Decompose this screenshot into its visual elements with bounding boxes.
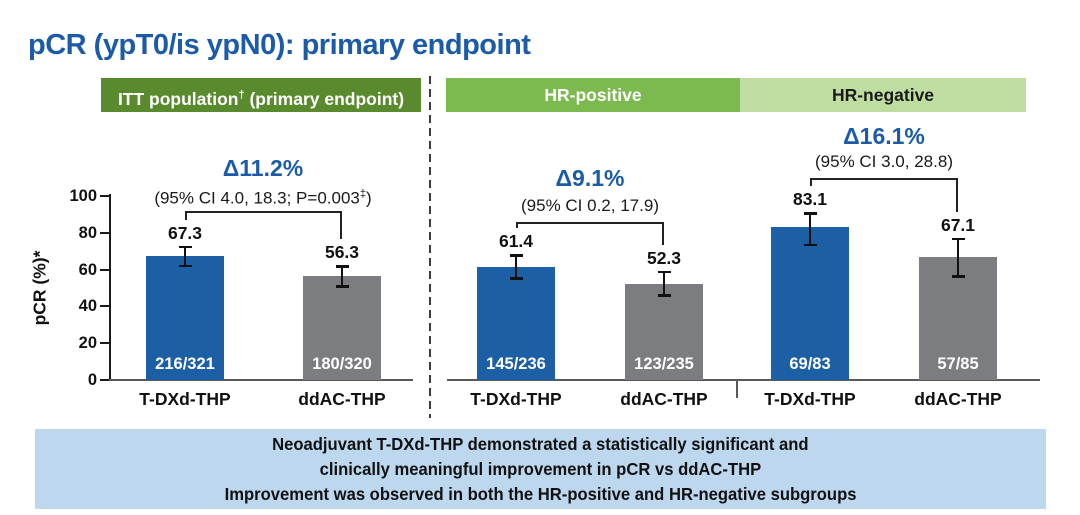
- error-bar: [662, 271, 666, 296]
- comparison-bracket-left: [185, 211, 187, 220]
- bar-itt-tdxd-thp: [146, 256, 224, 380]
- group-divider-tick: [736, 379, 738, 398]
- comparison-bracket-top: [516, 222, 664, 224]
- comparison-bracket-right: [340, 211, 342, 240]
- error-bar: [183, 246, 187, 267]
- error-bar-cap-bottom: [335, 285, 349, 288]
- y-tick-mark: [100, 268, 109, 271]
- error-bar: [340, 266, 344, 287]
- group-label: ddAC-THP: [298, 389, 386, 409]
- error-bar-cap-bottom: [509, 277, 523, 280]
- y-tick-mark: [100, 342, 109, 345]
- bar-value-label: 67.1: [940, 214, 976, 235]
- y-tick-label: 60: [78, 260, 97, 279]
- error-bar-cap-bottom: [951, 275, 965, 278]
- bar-itt-ddac-thp: [303, 276, 381, 380]
- x-baseline-subgroups: [447, 379, 1040, 381]
- error-bar-cap-bottom: [657, 294, 671, 297]
- error-bar-cap-top: [951, 237, 965, 240]
- comparison-bracket-right: [956, 178, 958, 212]
- panel-header-itt-post: (primary endpoint): [244, 88, 405, 109]
- delta-label: Δ11.2%: [222, 155, 304, 181]
- panel-header-hr-positive: HR-positive: [446, 78, 740, 112]
- bar-value-label: 61.4: [498, 231, 534, 252]
- bar-n-label: 180/320: [312, 355, 372, 373]
- banner-line-2: clinically meaningful improvement in pCR…: [319, 458, 762, 479]
- error-bar: [514, 255, 518, 279]
- group-label: T-DXd-THP: [470, 389, 562, 409]
- y-tick-label: 20: [78, 334, 97, 353]
- y-tick-label: 80: [78, 223, 97, 242]
- panel-divider-dashed: [429, 76, 431, 418]
- banner-line-3: Improvement was observed in both the HR-…: [224, 483, 857, 504]
- y-tick-label: 100: [69, 187, 97, 205]
- bar-value-label: 52.3: [646, 247, 682, 268]
- error-bar: [808, 213, 812, 246]
- bar-n-label: 57/85: [937, 355, 979, 373]
- dagger-superscript: †: [238, 89, 245, 101]
- ci-label: (95% CI 0.2, 17.9): [521, 196, 659, 215]
- error-bar-cap-bottom: [178, 264, 192, 268]
- error-bar-cap-top: [509, 254, 523, 257]
- bar-hr-negative-tdxd-thp: [771, 227, 849, 380]
- comparison-bracket-top: [810, 178, 958, 180]
- error-bar: [956, 238, 960, 277]
- comparison-bracket-top: [185, 211, 342, 213]
- bar-n-label: 123/235: [634, 355, 694, 373]
- y-tick-label: 0: [87, 371, 97, 389]
- comparison-bracket-left: [516, 222, 518, 229]
- panel-header-hr-negative: HR-negative: [740, 78, 1026, 112]
- error-bar-cap-top: [657, 270, 671, 274]
- delta-label: Δ16.1%: [843, 123, 925, 149]
- group-label: ddAC-THP: [914, 389, 1002, 409]
- error-bar-cap-top: [803, 212, 817, 215]
- panel-header-hr-negative-text: HR-negative: [831, 85, 935, 105]
- ci-label: (95% CI 4.0, 18.3; P=0.003‡): [154, 188, 372, 208]
- bar-value-label: 83.1: [792, 189, 828, 210]
- ci-label: (95% CI 3.0, 28.8): [815, 152, 953, 171]
- panel-header-hr-positive-text: HR-positive: [544, 85, 642, 105]
- panel-header-itt: ITT population† (primary endpoint): [101, 78, 421, 112]
- slide-title: pCR (ypT0/is ypN0): primary endpoint: [28, 29, 531, 62]
- bar-hr-positive-ddac-thp: [625, 283, 703, 380]
- error-bar-cap-top: [178, 245, 192, 249]
- y-tick-mark: [100, 231, 109, 234]
- y-axis-line: [109, 194, 111, 381]
- double-dagger-superscript: ‡: [359, 188, 366, 200]
- bar-hr-positive-tdxd-thp: [477, 267, 555, 380]
- y-tick-label: 40: [78, 297, 97, 316]
- bar-n-label: 69/83: [789, 355, 831, 373]
- y-tick-mark: [100, 305, 109, 308]
- y-tick-mark: [100, 379, 109, 381]
- delta-label: Δ9.1%: [555, 165, 625, 191]
- comparison-bracket-right: [662, 222, 664, 245]
- x-baseline-itt: [108, 379, 413, 381]
- group-label: T-DXd-THP: [764, 389, 856, 409]
- error-bar-cap-bottom: [803, 243, 817, 247]
- comparison-bracket-left: [810, 178, 812, 187]
- bar-value-label: 67.3: [167, 222, 203, 243]
- panel-header-itt-text: ITT population: [117, 88, 239, 109]
- group-label: T-DXd-THP: [139, 389, 231, 409]
- bar-n-label: 216/321: [155, 355, 215, 373]
- bar-value-label: 56.3: [324, 242, 360, 263]
- bar-n-label: 145/236: [486, 355, 546, 373]
- group-label: ddAC-THP: [620, 389, 708, 409]
- banner-line-1: Neoadjuvant T-DXd-THP demonstrated a sta…: [272, 433, 809, 454]
- summary-banner: Neoadjuvant T-DXd-THP demonstrated a sta…: [35, 429, 1046, 509]
- y-tick-mark: [100, 195, 109, 197]
- error-bar-cap-top: [335, 265, 349, 268]
